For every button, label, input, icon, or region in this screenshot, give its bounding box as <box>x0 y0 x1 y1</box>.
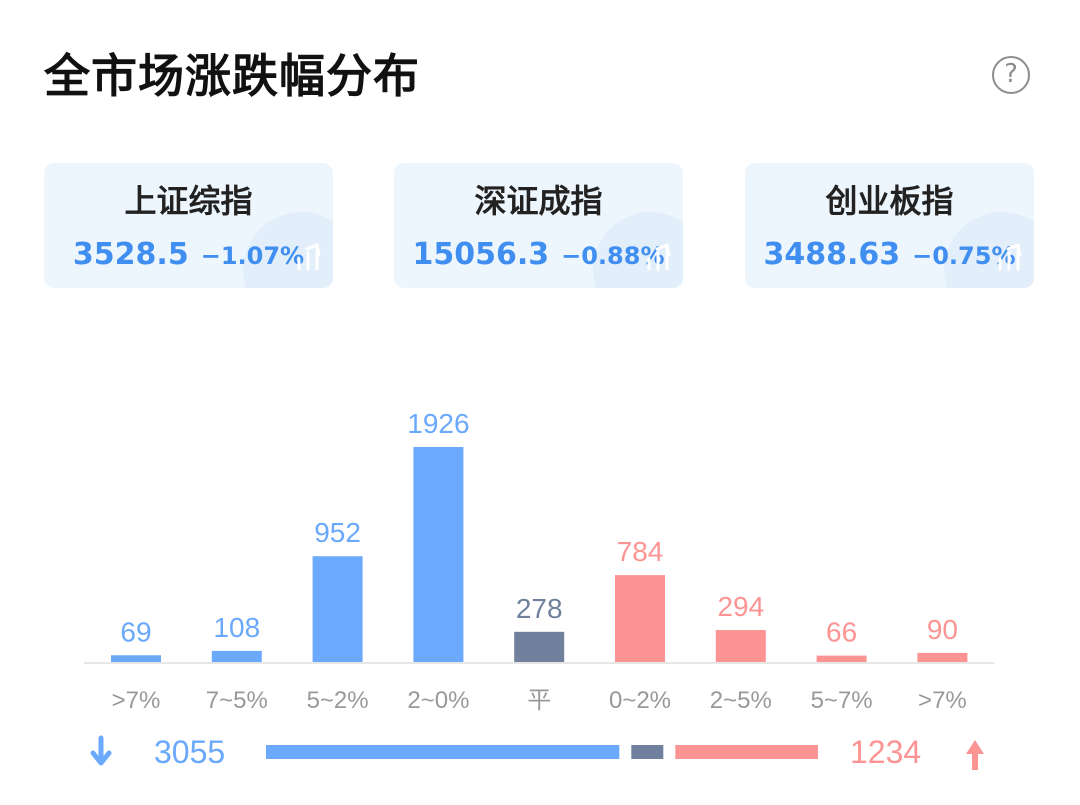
index-value: 15056.3 <box>412 237 550 272</box>
index-value: 3488.63 <box>763 237 901 272</box>
data-label: 108 <box>213 612 260 643</box>
arrow-down-icon <box>90 735 112 766</box>
index-quote: 3528.5 −1.07% <box>44 235 333 279</box>
arrow-up-icon <box>966 740 984 770</box>
tick-label: >7% <box>918 687 967 714</box>
bar-0 <box>111 655 161 663</box>
bar-5 <box>615 575 665 663</box>
bar-3 <box>413 447 464 663</box>
data-label: 69 <box>120 616 151 647</box>
tick-label: 0~2% <box>609 687 671 714</box>
index-card-chinext[interactable]: 创业板指 3488.63 −0.75% <box>745 163 1034 288</box>
bars-layer: 69 >7% 108 7~5% 952 5~2% 1926 2~0% 278 平 784 0~2% 29… <box>111 408 968 714</box>
tick-label: 5~7% <box>811 687 873 714</box>
tick-label: >7% <box>112 687 161 714</box>
bar-8 <box>917 652 968 663</box>
index-name: 上证综指 <box>124 182 253 220</box>
tick-label: 7~5% <box>206 687 268 714</box>
trend-arrow-icon <box>998 243 1022 271</box>
index-card-shanghai[interactable]: 上证综指 3528.5 −1.07% <box>44 163 333 288</box>
bar-7 <box>816 655 867 663</box>
flat-segment <box>631 745 664 759</box>
bar-4 <box>514 631 565 663</box>
data-label: 278 <box>516 593 563 624</box>
data-label: 294 <box>717 591 764 622</box>
index-quote: 15056.3 −0.88% <box>394 235 683 279</box>
page-title: 全市场涨跌幅分布 <box>44 49 420 103</box>
data-label: 90 <box>927 614 958 645</box>
tick-label: 5~2% <box>307 687 369 714</box>
down-total: 3055 <box>154 734 225 770</box>
tick-label: 2~5% <box>710 687 772 714</box>
bar-1 <box>211 650 262 663</box>
down-segment <box>266 745 620 759</box>
bar-2 <box>312 556 363 663</box>
index-quote: 3488.63 −0.75% <box>745 235 1034 279</box>
index-name: 深证成指 <box>474 182 603 220</box>
question-circle-icon[interactable]: ? <box>992 56 1030 94</box>
tick-label: 2~0% <box>407 687 469 714</box>
index-name: 创业板指 <box>825 182 954 220</box>
data-label: 784 <box>617 536 664 567</box>
tick-label: 平 <box>527 687 551 714</box>
data-label: 66 <box>826 617 857 648</box>
trend-arrow-icon <box>297 243 321 271</box>
bar-6 <box>715 630 766 663</box>
index-change: −0.88% <box>561 242 665 270</box>
distribution-chart: 69 >7% 108 7~5% 952 5~2% 1926 2~0% 278 平 784 0~2% 29… <box>84 408 994 770</box>
data-label: 1926 <box>407 408 469 439</box>
trend-arrow-icon <box>647 243 671 271</box>
up-total: 1234 <box>850 734 921 770</box>
data-label: 952 <box>314 517 361 548</box>
summary-bar: 3055 1234 <box>90 734 984 770</box>
index-change: −0.75% <box>912 242 1016 270</box>
up-segment <box>675 745 818 759</box>
index-card-shenzhen[interactable]: 深证成指 15056.3 −0.88% <box>394 163 683 288</box>
index-change: −1.07% <box>200 242 305 270</box>
index-value: 3528.5 <box>72 237 189 272</box>
index-cards: 上证综指 3528.5 −1.07% 深证成指 15056.3 −0.88% 创业板… <box>44 163 1034 288</box>
